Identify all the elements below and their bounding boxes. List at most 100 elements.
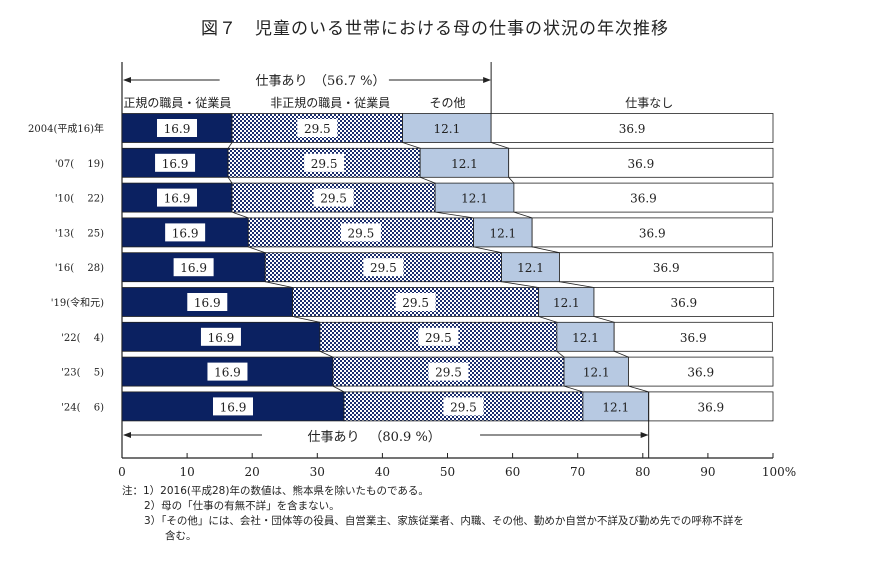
- data-label-box: [157, 119, 198, 137]
- note-3-cont: 含む。: [165, 530, 197, 542]
- category-label: 2004(平成16)年: [28, 122, 104, 135]
- bar-segment: [538, 287, 595, 317]
- data-label: 29.5: [435, 366, 462, 380]
- category-label: '19(令和元): [51, 296, 104, 309]
- x-tick-label: 20: [245, 465, 260, 479]
- x-tick-label: 30: [310, 465, 325, 479]
- data-label-box: [155, 153, 196, 172]
- bar-segment: [513, 182, 774, 213]
- category-label: '13( 25): [55, 228, 104, 239]
- bar-segment: [613, 321, 773, 352]
- note-1: 注：1）2016(平成28)年の数値は、熊本県を除いたものである。: [122, 485, 429, 497]
- connector-line: [227, 177, 233, 184]
- data-label-box: [207, 362, 248, 381]
- annotation-top-value: （56.7 %）: [314, 74, 385, 89]
- data-label: 36.9: [639, 226, 666, 240]
- bar-segment: [593, 287, 775, 317]
- annotation-top-label: 仕事あり: [255, 74, 307, 89]
- connector-line: [614, 350, 629, 358]
- data-label: 12.1: [489, 226, 516, 240]
- note-3: 3）「その他」には、会社・団体等の役員、自営業主、家族従業者、内職、その他、勤め…: [144, 515, 744, 527]
- data-label: 16.9: [208, 331, 235, 345]
- bar-segment: [559, 252, 774, 283]
- data-label: 16.9: [220, 400, 247, 414]
- data-label-box: [165, 223, 206, 242]
- data-label: 16.9: [172, 226, 199, 240]
- data-label-box: [212, 397, 253, 416]
- category-label: '22( 4): [61, 333, 104, 344]
- data-label: 29.5: [450, 400, 477, 414]
- x-tick-label: 10: [179, 465, 194, 479]
- connector-line: [532, 246, 560, 254]
- data-label-box: [395, 293, 436, 311]
- data-label-box: [418, 327, 459, 346]
- data-label: 12.1: [602, 400, 629, 414]
- data-label: 12.1: [451, 157, 478, 171]
- category-label: '24( 6): [61, 402, 104, 413]
- data-label: 29.5: [320, 192, 347, 206]
- data-label: 16.9: [162, 157, 189, 171]
- x-tick-label: 100%: [762, 465, 796, 479]
- connector-line: [227, 142, 233, 149]
- data-label: 29.5: [425, 331, 452, 345]
- bar-segment: [508, 147, 774, 178]
- data-label: 12.1: [433, 122, 460, 136]
- connector-line: [538, 316, 557, 323]
- x-tick-label: 90: [700, 465, 715, 479]
- connector-line: [248, 246, 266, 254]
- connector-line: [292, 316, 320, 323]
- x-tick-label: 40: [375, 465, 390, 479]
- category-label: '23( 5): [61, 368, 104, 379]
- connector-line: [490, 142, 509, 149]
- connector-line: [420, 176, 436, 184]
- data-label: 12.1: [461, 192, 488, 206]
- connector-line: [332, 385, 345, 393]
- connector-line: [556, 350, 565, 358]
- data-label: 12.1: [517, 261, 544, 275]
- bar-segment: [490, 113, 774, 143]
- notes: 注：1）2016(平成28)年の数値は、熊本県を除いたものである。 2）母の「仕…: [122, 484, 744, 544]
- data-label: 12.1: [583, 366, 610, 380]
- bar-segment: [473, 217, 533, 248]
- bar-segment: [531, 217, 773, 248]
- bar-segment: [501, 252, 560, 283]
- data-label-box: [304, 153, 345, 172]
- x-tick-label: 60: [505, 465, 520, 479]
- chart-title: 図７ 児童のいる世帯における母の仕事の状況の年次推移: [201, 19, 669, 39]
- data-label: 36.9: [670, 296, 697, 310]
- data-label: 29.5: [311, 157, 338, 171]
- bar-segment: [419, 147, 510, 178]
- bar-segment: [231, 113, 403, 143]
- legend-label: その他: [429, 96, 465, 110]
- data-label: 36.9: [627, 157, 654, 171]
- legend-label: 正規の職員・従業員: [123, 95, 231, 110]
- bar-segment: [563, 356, 629, 387]
- connector-line: [402, 142, 421, 149]
- x-tick-label: 50: [440, 465, 455, 479]
- data-label: 36.9: [619, 122, 646, 136]
- connector-line: [319, 350, 334, 358]
- x-tick-label: 80: [635, 465, 650, 479]
- data-label-box: [443, 397, 484, 416]
- data-label-box: [313, 188, 354, 207]
- data-label-box: [428, 362, 469, 381]
- annotation-bottom-label: 仕事あり: [308, 430, 360, 445]
- connector-line: [265, 281, 293, 288]
- data-label: 36.9: [680, 331, 707, 345]
- bar-segment: [402, 113, 492, 143]
- data-label: 36.9: [653, 261, 680, 275]
- data-label: 36.9: [697, 400, 724, 414]
- data-label: 29.5: [348, 226, 375, 240]
- data-label: 16.9: [164, 122, 191, 136]
- data-label: 29.5: [402, 296, 429, 310]
- data-label: 12.1: [553, 296, 580, 310]
- x-tick-label: 0: [118, 465, 126, 479]
- connector-line: [473, 246, 502, 254]
- data-label: 16.9: [194, 296, 221, 310]
- data-label: 16.9: [180, 261, 207, 275]
- connector-line: [628, 385, 649, 393]
- connector-line: [231, 211, 249, 219]
- connector-line: [513, 211, 533, 219]
- data-label-box: [200, 327, 241, 346]
